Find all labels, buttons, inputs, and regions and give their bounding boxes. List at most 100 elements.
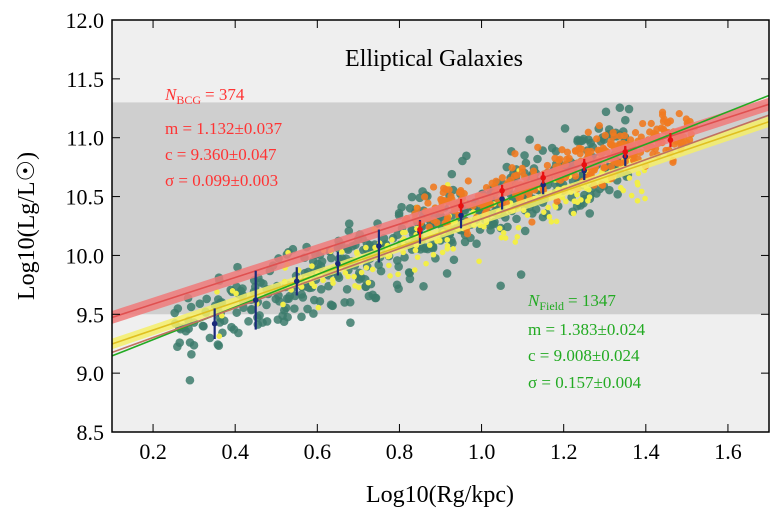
x-tick-label: 1.4 <box>632 439 660 464</box>
field-point <box>458 156 467 166</box>
bcg-point <box>584 147 592 156</box>
bcg-point <box>421 193 429 201</box>
bcg-point <box>528 218 536 226</box>
bcg-point <box>595 122 603 130</box>
chart-title: Elliptical Galaxies <box>345 46 523 72</box>
field-bin-point <box>335 260 341 267</box>
bcg-bin-point <box>417 226 423 233</box>
bcg-point <box>658 111 667 119</box>
bcg-point <box>508 164 516 172</box>
yellow-point <box>233 290 239 297</box>
bcg-point <box>577 145 585 153</box>
bcg-point <box>464 177 472 185</box>
yellow-point <box>358 269 365 276</box>
bcg-point <box>657 124 665 132</box>
field-n-annotation: NField = 1347 <box>527 291 616 313</box>
field-point <box>624 104 634 114</box>
bcg-point <box>440 197 448 205</box>
field-point <box>496 281 505 291</box>
bcg-point <box>511 150 519 158</box>
bcg-point <box>639 119 647 128</box>
field-point <box>259 279 268 289</box>
bcg-point <box>424 199 432 207</box>
yellow-point <box>219 312 225 319</box>
yellow-point <box>411 267 418 273</box>
bcg-bin-point <box>458 203 464 209</box>
field-point <box>288 244 298 254</box>
bcg-point <box>599 144 607 152</box>
y-tick-label: 10.0 <box>66 243 105 268</box>
field-point <box>213 340 223 349</box>
bcg-point <box>601 131 609 139</box>
field-point <box>601 107 611 117</box>
yellow-point <box>515 224 522 231</box>
field-point <box>344 226 354 236</box>
yellow-point <box>311 283 318 290</box>
field-point <box>407 192 417 202</box>
bcg-point <box>631 129 640 137</box>
field-bin-point <box>211 320 218 327</box>
bcg-point <box>647 119 655 128</box>
field-bin-point <box>458 212 464 219</box>
bcg-point <box>429 183 438 191</box>
field-point <box>585 209 595 218</box>
field-point <box>447 169 457 179</box>
yellow-point <box>386 262 392 269</box>
yellow-point <box>412 247 419 254</box>
bcg-point <box>571 172 580 180</box>
yellow-point <box>626 175 633 181</box>
field-point <box>199 321 208 331</box>
yellow-point <box>481 223 487 230</box>
bcg-point <box>626 136 635 144</box>
x-tick-label: 0.8 <box>386 439 414 464</box>
field-point <box>205 333 215 343</box>
yellow-point <box>444 243 451 249</box>
yellow-point <box>342 270 349 276</box>
yellow-point <box>352 283 358 289</box>
bcg-n-annotation: NBCG = 374 <box>164 85 245 107</box>
yellow-point <box>514 234 521 240</box>
field-bin-point <box>376 243 382 249</box>
bcg-bin-point <box>581 161 588 168</box>
bcg-point <box>445 186 453 194</box>
field-point <box>531 204 541 214</box>
yellow-point <box>500 230 507 236</box>
bcg-point <box>556 155 564 163</box>
bcg-point <box>439 188 447 197</box>
bcg-point <box>455 188 464 197</box>
yellow-point <box>439 249 446 256</box>
field-point <box>262 300 271 310</box>
yellow-point <box>524 212 531 218</box>
yellow-point <box>476 258 482 265</box>
yellow-point <box>502 235 509 241</box>
bcg-point <box>565 154 573 163</box>
field-point <box>615 103 625 113</box>
yellow-point <box>414 254 421 261</box>
field-point <box>394 262 403 271</box>
bcg-point <box>543 161 551 170</box>
yellow-point <box>280 301 286 308</box>
bcg-point <box>601 163 609 172</box>
yellow-point <box>320 277 326 284</box>
field-point <box>175 338 185 347</box>
yellow-point <box>585 197 591 204</box>
yellow-point <box>315 304 322 311</box>
field-bin-point <box>540 182 546 188</box>
field-point <box>472 239 481 249</box>
field-point <box>340 298 349 307</box>
yellow-point <box>363 244 369 251</box>
y-tick-label: 8.5 <box>77 420 105 445</box>
binned-errorbars <box>211 133 674 340</box>
field-slope-annotation: m = 1.383±0.024 <box>528 320 646 339</box>
yellow-point <box>548 219 555 225</box>
field-point <box>185 375 195 385</box>
y-tick-label: 9.0 <box>77 361 105 386</box>
bcg-bin-point <box>622 149 629 155</box>
field-bin-point <box>293 278 300 285</box>
yellow-point <box>430 251 437 258</box>
bcg-point <box>498 174 506 182</box>
yellow-point <box>395 271 401 278</box>
field-point <box>393 230 402 240</box>
x-tick-label: 0.6 <box>304 439 332 464</box>
yellow-point <box>546 213 553 220</box>
